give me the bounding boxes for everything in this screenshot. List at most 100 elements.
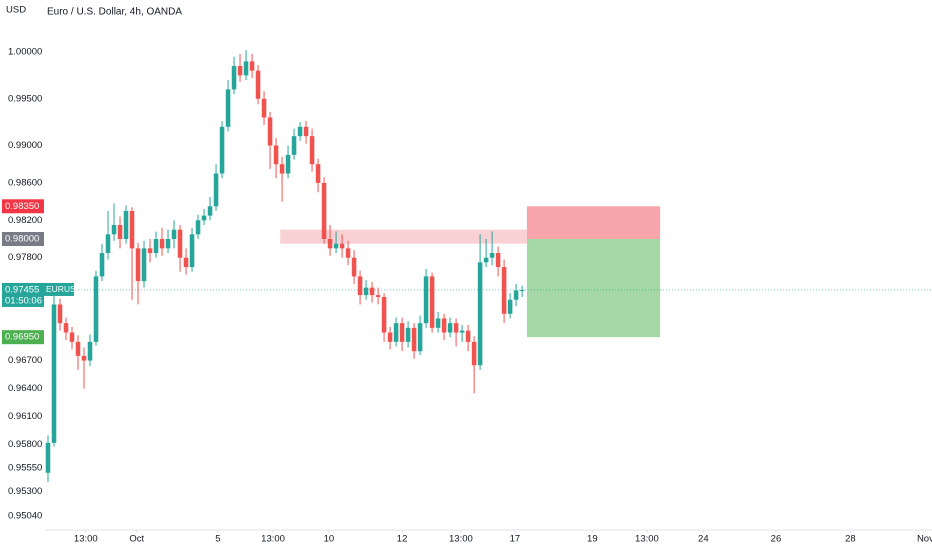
currency: USD bbox=[6, 5, 26, 16]
candle-body bbox=[81, 355, 87, 361]
y-tick-label: 0.96400 bbox=[8, 383, 42, 394]
candle-body bbox=[447, 323, 453, 333]
candle-body bbox=[483, 257, 489, 263]
candle-body bbox=[459, 330, 465, 333]
x-tick-label: Nov bbox=[917, 534, 932, 545]
candle-body bbox=[393, 323, 399, 342]
candle-body bbox=[381, 296, 387, 333]
candle-body bbox=[453, 323, 459, 333]
y-tick-label: 1.00000 bbox=[8, 47, 42, 58]
candle-body bbox=[285, 154, 291, 174]
y-tick-label: 0.99500 bbox=[8, 93, 42, 104]
candle-body bbox=[213, 173, 219, 207]
candle-body bbox=[477, 262, 483, 366]
candle-body bbox=[147, 248, 153, 254]
candle-body bbox=[105, 234, 111, 254]
x-tick-label: 10 bbox=[324, 534, 335, 545]
candle-body bbox=[171, 229, 177, 240]
zone bbox=[280, 229, 527, 244]
candle-body bbox=[303, 126, 309, 137]
x-tick-label: 28 bbox=[845, 534, 856, 545]
candle-body bbox=[57, 304, 63, 324]
candle-body bbox=[93, 276, 99, 342]
price-label-box bbox=[2, 199, 44, 214]
candle-body bbox=[333, 243, 339, 249]
y-tick-label: 0.97800 bbox=[8, 252, 42, 263]
candle-body bbox=[153, 239, 159, 254]
x-tick-label: 13:00 bbox=[261, 534, 285, 545]
countdown: 01:50:06 bbox=[5, 295, 42, 306]
candle-body bbox=[327, 239, 333, 249]
candle-body bbox=[297, 126, 303, 137]
y-tick-label: 0.95300 bbox=[8, 486, 42, 497]
candle-body bbox=[45, 442, 51, 473]
candle-body bbox=[351, 257, 357, 277]
candle-body bbox=[429, 276, 435, 328]
candle-body bbox=[471, 341, 477, 366]
candle-body bbox=[405, 327, 411, 342]
candle-body bbox=[309, 136, 315, 165]
candle-body bbox=[513, 290, 519, 300]
candle-body bbox=[177, 229, 183, 258]
candle-body bbox=[519, 289, 525, 291]
symbol-box bbox=[44, 282, 74, 296]
price-label: 0.97455 bbox=[5, 284, 39, 295]
price-label: 0.98000 bbox=[5, 234, 39, 245]
x-tick-label: 17 bbox=[510, 534, 521, 545]
candle-body bbox=[291, 136, 297, 155]
chart-title: Euro / U.S. Dollar, 4h, OANDA bbox=[47, 7, 182, 18]
x-tick-label: 5 bbox=[215, 534, 220, 545]
candle-body bbox=[357, 276, 363, 296]
candle-body bbox=[201, 215, 207, 221]
candle-body bbox=[501, 267, 507, 314]
candle-body bbox=[411, 327, 417, 352]
y-tick-label: 0.95550 bbox=[8, 463, 42, 474]
y-tick-label: 0.96100 bbox=[8, 411, 42, 422]
candle-body bbox=[465, 330, 471, 342]
candle-body bbox=[243, 61, 249, 76]
price-label-box bbox=[2, 282, 44, 307]
candle-body bbox=[387, 332, 393, 342]
candle-body bbox=[339, 243, 345, 249]
candle-body bbox=[207, 206, 213, 216]
x-tick-label: 13:00 bbox=[74, 534, 98, 545]
candle-body bbox=[69, 332, 75, 342]
price-label: 0.98350 bbox=[5, 201, 39, 212]
x-tick-label: 24 bbox=[698, 534, 709, 545]
candle-body bbox=[111, 224, 117, 235]
candle-body bbox=[279, 164, 285, 174]
candle-body bbox=[321, 182, 327, 240]
x-tick-label: 26 bbox=[771, 534, 782, 545]
candle-body bbox=[261, 98, 267, 118]
stop-area bbox=[526, 206, 661, 240]
candle-body bbox=[123, 210, 129, 240]
candle-body bbox=[141, 248, 147, 282]
candle-body bbox=[99, 253, 105, 277]
candle-body bbox=[507, 299, 513, 314]
candle-body bbox=[399, 323, 405, 342]
candle-body bbox=[87, 341, 93, 361]
candle-body bbox=[51, 304, 57, 443]
y-tick-label: 0.96700 bbox=[8, 355, 42, 366]
y-tick-label: 0.98200 bbox=[8, 215, 42, 226]
candle-body bbox=[159, 239, 165, 249]
x-tick-label: 13:00 bbox=[449, 534, 473, 545]
candle-body bbox=[135, 248, 141, 282]
candle-body bbox=[489, 253, 495, 258]
candle-body bbox=[219, 126, 225, 174]
candle-body bbox=[435, 318, 441, 328]
candle-body bbox=[75, 341, 81, 356]
candle-body bbox=[189, 234, 195, 268]
target-area bbox=[526, 239, 661, 338]
y-tick-label: 0.95800 bbox=[8, 439, 42, 450]
symbol: EURUSD bbox=[46, 284, 82, 294]
x-tick-label: 13:00 bbox=[635, 534, 659, 545]
candle-body bbox=[117, 224, 123, 240]
x-tick-label: 19 bbox=[587, 534, 598, 545]
price-label: 0.96950 bbox=[5, 332, 39, 343]
candle-body bbox=[363, 287, 369, 296]
candle-body bbox=[195, 220, 201, 235]
y-tick-label: 0.98600 bbox=[8, 177, 42, 188]
